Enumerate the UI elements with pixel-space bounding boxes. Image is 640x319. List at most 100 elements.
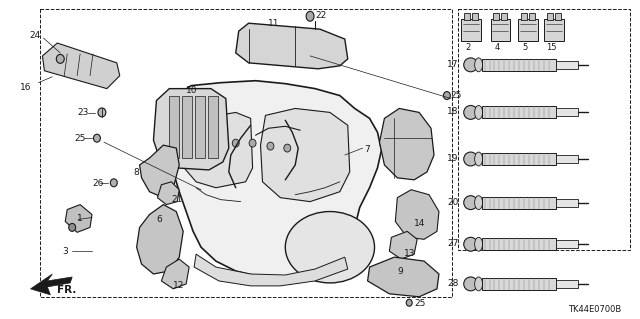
Polygon shape (65, 204, 92, 232)
Ellipse shape (444, 92, 451, 100)
Ellipse shape (464, 106, 477, 119)
Polygon shape (184, 112, 253, 188)
Text: 12: 12 (173, 281, 185, 290)
Ellipse shape (406, 299, 412, 306)
Bar (556, 155, 578, 163)
Text: 27: 27 (447, 239, 459, 248)
Ellipse shape (464, 237, 477, 251)
Text: 13: 13 (404, 249, 416, 258)
Polygon shape (236, 23, 348, 69)
Ellipse shape (475, 58, 483, 72)
Text: 7: 7 (365, 145, 371, 154)
Text: 17: 17 (447, 60, 459, 69)
Bar (501, 13, 508, 20)
Ellipse shape (98, 108, 106, 117)
Polygon shape (31, 274, 72, 295)
Bar (556, 240, 578, 248)
Ellipse shape (475, 196, 483, 210)
Ellipse shape (285, 211, 374, 283)
Ellipse shape (216, 144, 222, 152)
Ellipse shape (464, 58, 477, 72)
Bar (464, 13, 470, 20)
Text: 25: 25 (414, 299, 426, 308)
Polygon shape (161, 259, 189, 289)
Text: 9: 9 (397, 267, 403, 276)
Text: 6: 6 (156, 214, 162, 224)
Text: 15: 15 (546, 43, 556, 52)
Polygon shape (260, 108, 349, 202)
Text: 28: 28 (447, 279, 459, 288)
Bar (490, 19, 510, 41)
Polygon shape (389, 231, 417, 259)
Polygon shape (195, 96, 205, 158)
Bar (544, 19, 564, 41)
Ellipse shape (284, 144, 291, 152)
Polygon shape (170, 96, 179, 158)
Text: 25: 25 (74, 134, 86, 143)
Polygon shape (157, 182, 179, 204)
Text: 16: 16 (20, 83, 31, 92)
Bar (481, 278, 556, 290)
Bar (529, 13, 535, 20)
Bar (40, 9, 452, 297)
Text: 23: 23 (77, 108, 88, 117)
Bar (481, 59, 556, 71)
Polygon shape (194, 254, 348, 286)
Bar (481, 197, 556, 209)
Polygon shape (396, 190, 439, 239)
Ellipse shape (56, 55, 64, 63)
Text: 18: 18 (447, 108, 459, 116)
Ellipse shape (198, 151, 205, 159)
Ellipse shape (267, 142, 274, 150)
Text: 8: 8 (134, 168, 140, 177)
Text: FR.: FR. (58, 285, 77, 295)
Bar (521, 13, 527, 20)
Bar (556, 280, 578, 288)
Text: 1: 1 (77, 213, 83, 223)
Bar (555, 13, 561, 20)
Bar (461, 19, 481, 41)
Bar (481, 238, 556, 250)
Bar (518, 19, 538, 41)
Ellipse shape (93, 134, 100, 142)
Ellipse shape (464, 277, 477, 291)
Text: 11: 11 (268, 19, 280, 28)
Ellipse shape (475, 106, 483, 119)
Ellipse shape (249, 139, 256, 147)
Polygon shape (380, 108, 434, 180)
Polygon shape (208, 96, 218, 158)
Text: 25: 25 (451, 91, 462, 100)
Text: 5: 5 (523, 43, 528, 52)
Polygon shape (140, 145, 179, 198)
Bar (481, 107, 556, 118)
Polygon shape (136, 204, 183, 274)
Text: 14: 14 (414, 219, 426, 228)
Text: TK44E0700B: TK44E0700B (568, 305, 621, 314)
Ellipse shape (464, 152, 477, 166)
Ellipse shape (110, 179, 117, 187)
Text: 2: 2 (465, 43, 470, 52)
Text: 24: 24 (29, 31, 41, 40)
Polygon shape (367, 257, 439, 297)
Bar (556, 199, 578, 207)
Bar (556, 108, 578, 116)
Ellipse shape (475, 237, 483, 251)
Ellipse shape (464, 196, 477, 210)
Ellipse shape (475, 277, 483, 291)
Text: 20: 20 (447, 198, 459, 207)
Bar (556, 61, 578, 69)
Text: 3: 3 (62, 247, 68, 256)
Polygon shape (182, 96, 192, 158)
Ellipse shape (68, 223, 76, 231)
Text: 4: 4 (495, 43, 500, 52)
Bar (472, 13, 477, 20)
Ellipse shape (306, 11, 314, 21)
Ellipse shape (475, 152, 483, 166)
Text: 22: 22 (315, 11, 326, 20)
Bar (481, 153, 556, 165)
Ellipse shape (232, 139, 239, 147)
Text: 19: 19 (447, 154, 459, 163)
Bar (547, 13, 553, 20)
Polygon shape (42, 43, 120, 89)
Bar (493, 13, 499, 20)
